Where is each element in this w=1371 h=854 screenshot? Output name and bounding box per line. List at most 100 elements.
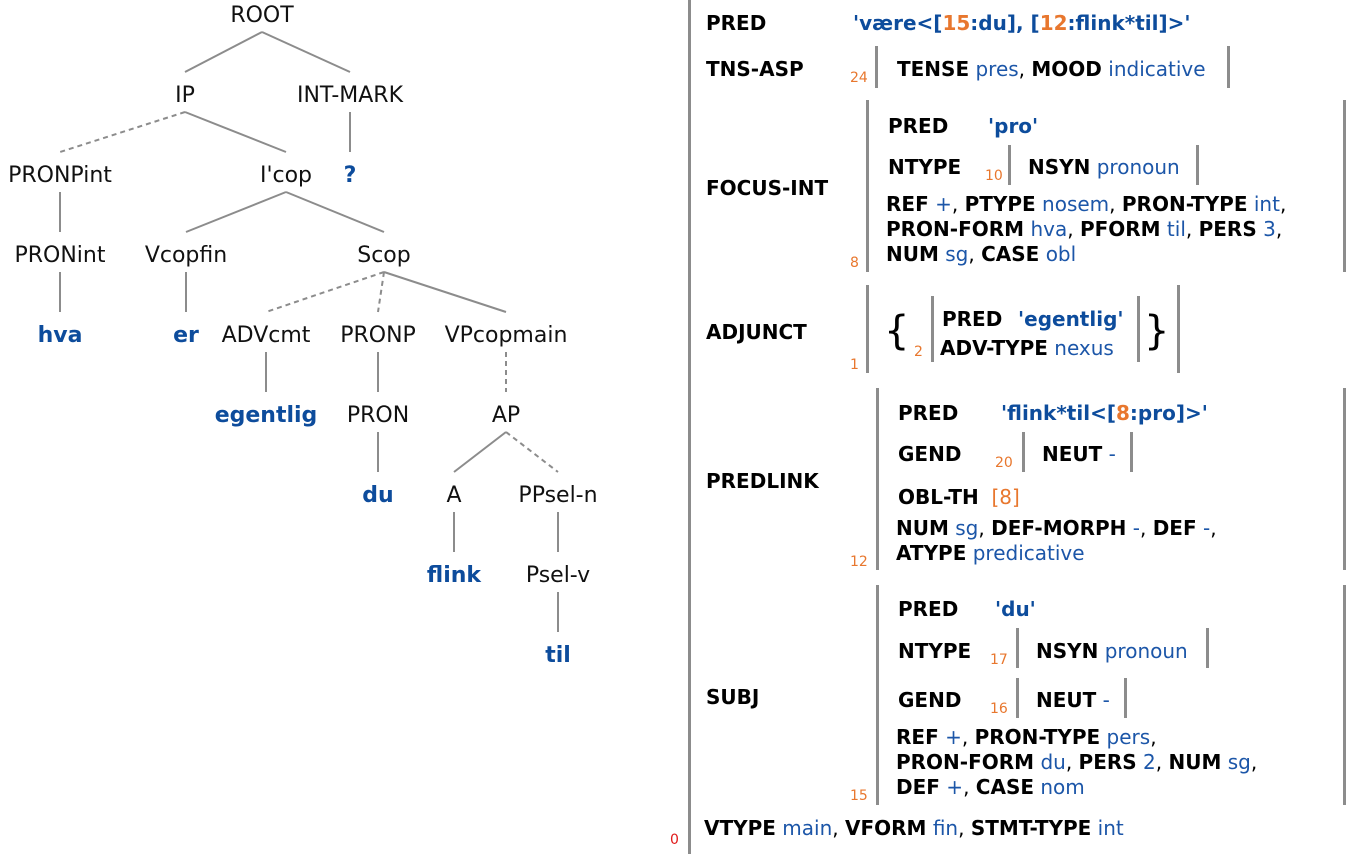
tree-edge-scop-pronp: [377, 271, 385, 313]
adjunct-pred-val: 'egentlig': [1018, 307, 1124, 331]
adjunct-index: 1: [850, 357, 859, 373]
adjunct-inner-index: 2: [914, 344, 923, 360]
tree-node-vcopfin: Vcopfin: [145, 243, 227, 268]
tree-node-pronpint: PRONPint: [8, 163, 112, 188]
tree-node-hva: hva: [38, 323, 83, 348]
tree-edge-icop-vcopfin: [185, 191, 287, 233]
tree-node-qmark: ?: [344, 163, 357, 188]
adjunct-inner-bracket-left: [931, 296, 934, 362]
subj-line1: REF +, PRON-TYPE pers,: [896, 725, 1157, 749]
tns-asp-bracket-right: [1227, 46, 1230, 88]
tree-node-vpcopmain: VPcopmain: [445, 323, 568, 348]
attr-predlink: PREDLINK: [706, 469, 819, 493]
tree-edge-scop-vpcopmain: [383, 271, 507, 313]
predlink-gend-attr: GEND: [898, 442, 962, 466]
tns-asp-bracket-left: [875, 46, 878, 88]
c-structure-tree: ROOT IP INT-MARK? PRONPint I'cop PRONint hva Vc…: [8, 3, 597, 668]
tree-edge-scop-advcmt: [265, 271, 385, 313]
adjunct-inner-bracket-right: [1137, 296, 1140, 362]
subj-gend-attr: GEND: [898, 688, 962, 712]
tree-edge-ap-ppseln: [505, 431, 559, 473]
focus-int-pred-attr: PRED: [888, 114, 949, 138]
tree-node-pselv: Psel-v: [526, 563, 590, 588]
predlink-gend-index: 20: [995, 455, 1013, 471]
adjunct-advtype: ADV-TYPE nexus: [940, 336, 1114, 360]
tree-edge-ip-pronpint: [59, 111, 186, 153]
focus-int-index: 8: [850, 255, 859, 271]
tree-edge-root-intmark: [261, 31, 351, 73]
predlink-pred-attr: PRED: [898, 401, 959, 425]
tree-node-icop: I'cop: [260, 163, 312, 188]
tns-asp-content: TENSE pres, MOOD indicative: [897, 57, 1206, 81]
pred-ref-subj: 15: [942, 11, 971, 35]
tree-edge-root-ip: [184, 31, 263, 73]
tree-edge-ip-icop: [184, 111, 287, 153]
predlink-oblth: OBL-TH [8]: [898, 485, 1020, 509]
subj-ntype-bracket-right: [1206, 628, 1209, 668]
attr-subj: SUBJ: [706, 685, 760, 709]
focus-int-bracket-right: [1343, 100, 1346, 272]
tree-node-til: til: [545, 643, 571, 668]
subj-gend-bracket-left: [1016, 678, 1019, 718]
tree-edge-icop-scop: [285, 191, 385, 233]
focus-int-line3: NUM sg, CASE obl: [886, 242, 1077, 266]
tree-node-du: du: [362, 483, 393, 508]
pred-ref-predlink: 12: [1039, 11, 1068, 35]
subj-pred-val: 'du': [995, 597, 1036, 621]
focus-int-ntype-bracket-left: [1008, 145, 1011, 185]
predlink-gend-bracket-left: [1022, 432, 1025, 472]
tree-edge-ap-a: [453, 431, 507, 473]
subj-gend-index: 16: [990, 701, 1008, 717]
predlink-bracket-left: [876, 388, 879, 570]
predlink-gend-bracket-right: [1130, 432, 1133, 472]
adjunct-bracket-right: [1177, 285, 1180, 373]
focus-int-line2: PRON-FORM hva, PFORM til, PERS 3,: [886, 217, 1283, 241]
outer-index: 0: [670, 832, 679, 848]
adjunct-open-brace: {: [884, 308, 910, 354]
tree-node-scop: Scop: [357, 243, 411, 268]
attr-pred: PRED: [706, 11, 767, 35]
subj-ntype-index: 17: [990, 652, 1008, 668]
tree-node-ap: AP: [492, 403, 520, 428]
focus-int-ntype-bracket-right: [1196, 145, 1199, 185]
predlink-index: 12: [850, 554, 868, 570]
subj-bracket-right: [1343, 585, 1346, 805]
tree-node-root: ROOT: [230, 3, 294, 28]
focus-int-pred-val: 'pro': [988, 114, 1039, 138]
focus-int-bracket-left: [866, 100, 869, 272]
tree-node-egentlig: egentlig: [215, 403, 318, 428]
tree-node-flink: flink: [427, 563, 483, 588]
outer-bracket-bar: [688, 0, 691, 854]
subj-gend-bracket-right: [1124, 678, 1127, 718]
tree-node-pron: PRON: [347, 403, 409, 428]
outer-bottom-line: VTYPE main, VFORM fin, STMT-TYPE int: [704, 816, 1124, 840]
focus-int-ntype-index: 10: [985, 168, 1003, 184]
tree-node-advcmt: ADVcmt: [222, 323, 311, 348]
pred-value: 'være<[15:du], [12:flink*til]>': [853, 11, 1191, 35]
tree-node-ppseln: PPsel-n: [518, 483, 597, 508]
tree-nodes: ROOT IP INT-MARK? PRONPint I'cop PRONint hva Vc…: [8, 3, 597, 668]
predlink-bracket-right: [1343, 388, 1346, 570]
focus-int-line1: REF +, PTYPE nosem, PRON-TYPE int,: [886, 192, 1287, 216]
focus-int-nsyn: NSYN pronoun: [1028, 155, 1180, 179]
predlink-line2: ATYPE predicative: [896, 541, 1085, 565]
tree-node-ip: IP: [175, 83, 195, 108]
attr-tns-asp: TNS-ASP: [706, 57, 804, 81]
tree-node-a: A: [446, 483, 461, 508]
focus-int-ntype-attr: NTYPE: [888, 155, 962, 179]
subj-line3: DEF +, CASE nom: [896, 775, 1085, 799]
tree-node-intmark: INT-MARK: [297, 83, 404, 108]
predlink-pred-val: 'flink*til<[8:pro]>': [1001, 401, 1208, 425]
tree-edges: [59, 31, 559, 632]
tree-node-er: er: [173, 323, 199, 348]
subj-ntype-bracket-left: [1016, 628, 1019, 668]
subj-pred-attr: PRED: [898, 597, 959, 621]
adjunct-bracket-left: [866, 285, 869, 373]
predlink-line1: NUM sg, DEF-MORPH -, DEF -,: [896, 516, 1217, 540]
predlink-neut: NEUT -: [1042, 442, 1116, 466]
tns-asp-index: 24: [850, 70, 868, 86]
subj-nsyn: NSYN pronoun: [1036, 639, 1188, 663]
subj-ntype-attr: NTYPE: [898, 639, 972, 663]
adjunct-pred-attr: PRED: [942, 307, 1003, 331]
